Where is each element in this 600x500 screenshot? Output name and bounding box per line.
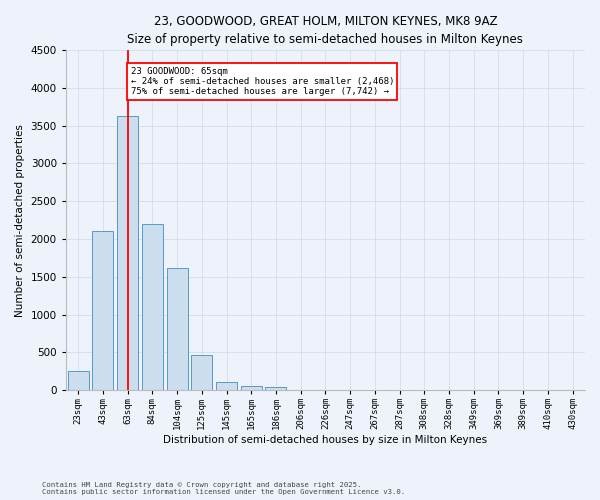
Text: Contains HM Land Registry data © Crown copyright and database right 2025.
Contai: Contains HM Land Registry data © Crown c… [42,482,405,495]
Bar [241,386,262,390]
Title: 23, GOODWOOD, GREAT HOLM, MILTON KEYNES, MK8 9AZ
Size of property relative to se: 23, GOODWOOD, GREAT HOLM, MILTON KEYNES,… [127,15,523,46]
X-axis label: Distribution of semi-detached houses by size in Milton Keynes: Distribution of semi-detached houses by … [163,435,487,445]
Text: 23 GOODWOOD: 65sqm
← 24% of semi-detached houses are smaller (2,468)
75% of semi: 23 GOODWOOD: 65sqm ← 24% of semi-detache… [131,66,394,96]
Bar [142,224,163,390]
Bar [92,232,113,390]
Y-axis label: Number of semi-detached properties: Number of semi-detached properties [15,124,25,316]
Bar [191,356,212,390]
Bar [265,387,286,390]
Bar [117,116,138,390]
Bar [68,372,89,390]
Bar [216,382,237,390]
Bar [167,268,188,390]
